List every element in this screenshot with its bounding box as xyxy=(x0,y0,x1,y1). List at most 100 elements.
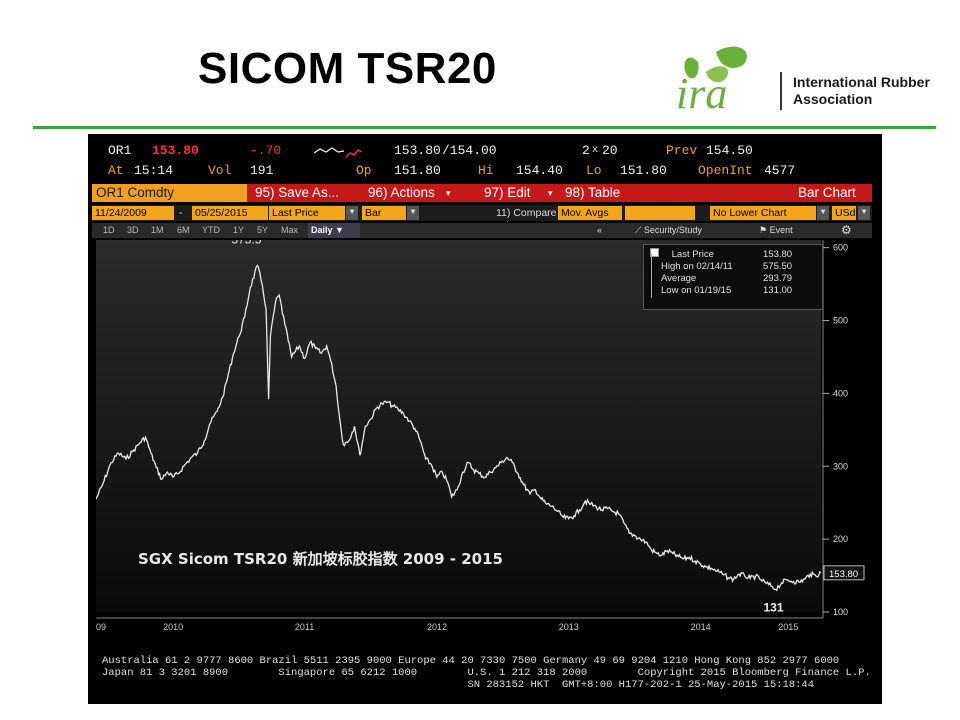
security-study-button[interactable]: ⟋ Security/Study xyxy=(632,223,705,238)
tab-daily[interactable]: Daily ▼ xyxy=(308,223,360,238)
collapse-icon[interactable]: « xyxy=(597,225,603,235)
leaf-icon: ira xyxy=(676,46,747,118)
legend-row-last: Last Price xyxy=(650,248,714,260)
footer-line-1: Australia 61 2 9777 8600 Brazil 5511 239… xyxy=(102,655,840,667)
last-price: 153.80 xyxy=(152,143,199,158)
ask-size: 20 xyxy=(602,143,618,158)
currency-select[interactable]: USd xyxy=(832,206,856,220)
actions-chevron-icon[interactable]: ▾ xyxy=(446,188,451,198)
tab-ytd[interactable]: YTD xyxy=(202,225,220,235)
start-date-field[interactable]: 11/24/2009 xyxy=(92,206,174,220)
chart-legend: Last Price 153.80 High on 02/14/11 575.5… xyxy=(643,244,823,310)
end-date-field[interactable]: 05/25/2015 xyxy=(192,206,268,220)
y-tick-label: 100 xyxy=(833,607,848,617)
slide-title: SICOM TSR20 xyxy=(198,44,497,93)
ira-logo: ira xyxy=(676,42,946,118)
open-label: Op xyxy=(356,163,372,178)
open-value: 151.80 xyxy=(394,163,441,178)
tab-1d[interactable]: 1D xyxy=(103,225,115,235)
bid-size: 2 xyxy=(582,143,590,158)
menu-edit[interactable]: 97) Edit xyxy=(484,185,531,200)
low-annotation: 131 xyxy=(764,600,784,614)
edit-chevron-icon[interactable]: ▾ xyxy=(548,188,553,198)
x-tick-label: 2013 xyxy=(559,622,579,632)
high-value: 154.40 xyxy=(516,163,563,178)
event-button[interactable]: ⚑ Event xyxy=(756,223,796,238)
flag-icon: ⚑ xyxy=(759,225,770,235)
legend-low-label: Low on 01/19/15 xyxy=(661,285,732,296)
quote-line-1: OR1 153.80 -.70 153.80 /154.00 2 x 20 Pr… xyxy=(108,143,753,161)
menu-save-as[interactable]: 95) Save As... xyxy=(255,185,340,200)
logo-line2: Association xyxy=(793,91,873,107)
logo-divider xyxy=(780,72,782,110)
field-dropdown-icon[interactable]: ▼ xyxy=(346,206,358,220)
volume: 191 xyxy=(250,163,274,178)
tab-3d[interactable]: 3D xyxy=(127,225,139,235)
size-x: x xyxy=(592,145,599,156)
chart-type-title: Bar Chart xyxy=(798,185,856,200)
net-change: -.70 xyxy=(250,143,282,158)
x-tick-label: 2014 xyxy=(691,622,711,632)
bid: 153.80 xyxy=(394,143,441,158)
type-dropdown-icon[interactable]: ▼ xyxy=(407,206,419,220)
compare-select[interactable]: Mov. Avgs xyxy=(558,206,622,220)
bloomberg-terminal: OR1 153.80 -.70 153.80 /154.00 2 x 20 Pr… xyxy=(88,134,882,704)
security-study-label: Security/Study xyxy=(643,225,702,235)
x-tick-label: 2011 xyxy=(295,622,314,632)
legend-last-label: Last Price xyxy=(671,249,714,260)
compare-label[interactable]: 11) Compare xyxy=(496,207,557,219)
ask: /154.00 xyxy=(442,143,497,158)
menu-table[interactable]: 98) Table xyxy=(565,185,621,200)
x-tick-label: 2015 xyxy=(778,622,798,632)
trade-time: 15:14 xyxy=(134,163,174,178)
legend-avg-label: Average xyxy=(661,273,697,284)
chart-caption: SGX Sicom TSR20 新加坡标胶指数 2009 - 2015 xyxy=(138,550,503,568)
lower-dropdown-icon[interactable]: ▼ xyxy=(817,206,829,220)
compare-blank[interactable] xyxy=(625,206,695,220)
y-tick-label: 600 xyxy=(833,243,848,253)
period-tabs: 1D 3D 1M 6M YTD 1Y 5Y Max Daily ▼ « ⟋ Se… xyxy=(92,223,872,238)
legend-tree-line xyxy=(651,254,652,298)
logo-text: International Rubber Association xyxy=(793,74,930,108)
field-select[interactable]: Last Price xyxy=(269,206,345,220)
tab-1y[interactable]: 1Y xyxy=(233,225,245,235)
chart-type-select[interactable]: Bar xyxy=(362,206,406,220)
currency-dropdown-icon[interactable]: ▼ xyxy=(858,206,870,220)
legend-high-label: High on 02/14/11 xyxy=(661,261,733,272)
last-price-tag xyxy=(823,565,865,581)
footer-line-2: Japan 81 3 3201 8900 Singapore 65 6212 1… xyxy=(102,667,871,679)
legend-last-value: 153.80 xyxy=(763,249,793,260)
open-interest: 4577 xyxy=(764,163,796,178)
footer-line-3: SN 283152 HKT GMT+8:00 H177-202-1 25-May… xyxy=(102,679,815,691)
prev-value: 154.50 xyxy=(706,143,753,158)
sparkline-icon xyxy=(313,147,363,158)
tab-max[interactable]: Max xyxy=(281,225,299,235)
tab-5y[interactable]: 5Y xyxy=(257,225,269,235)
x-tick-label: 2010 xyxy=(163,622,183,632)
quote-line-2: At 15:14 Vol 191 Op 151.80 Hi 154.40 Lo … xyxy=(108,163,795,181)
date-separator: - xyxy=(179,207,183,219)
tab-1m[interactable]: 1M xyxy=(151,225,164,235)
function-menu: OR1 Comdty 95) Save As... 96) Actions ▾ … xyxy=(92,184,872,202)
low-label: Lo xyxy=(586,163,602,178)
x-tick-label: 2012 xyxy=(427,622,447,632)
vol-label: Vol xyxy=(208,163,232,178)
study-icon: ⟋ xyxy=(635,225,644,235)
logo-line1: International Rubber xyxy=(793,74,930,90)
last-price-tag-label: 153.80 xyxy=(829,569,858,580)
legend-high-value: 575.50 xyxy=(763,261,793,272)
green-divider xyxy=(33,126,936,129)
ticker-box[interactable]: OR1 Comdty xyxy=(92,184,247,202)
low-value: 151.80 xyxy=(620,163,667,178)
high-label: Hi xyxy=(478,163,494,178)
menu-actions[interactable]: 96) Actions xyxy=(368,185,435,200)
tab-6m[interactable]: 6M xyxy=(177,225,190,235)
lower-chart-select[interactable]: No Lower Chart xyxy=(710,206,816,220)
gear-icon[interactable]: ⚙ xyxy=(841,223,852,237)
chart-options-bar: 11/24/2009 - 05/25/2015 Last Price ▼ Bar… xyxy=(92,205,872,221)
y-tick-label: 200 xyxy=(833,534,848,544)
y-tick-label: 300 xyxy=(833,461,848,471)
y-tick-label: 500 xyxy=(833,316,848,326)
legend-low-value: 131.00 xyxy=(763,285,793,296)
event-label: Event xyxy=(769,225,793,235)
